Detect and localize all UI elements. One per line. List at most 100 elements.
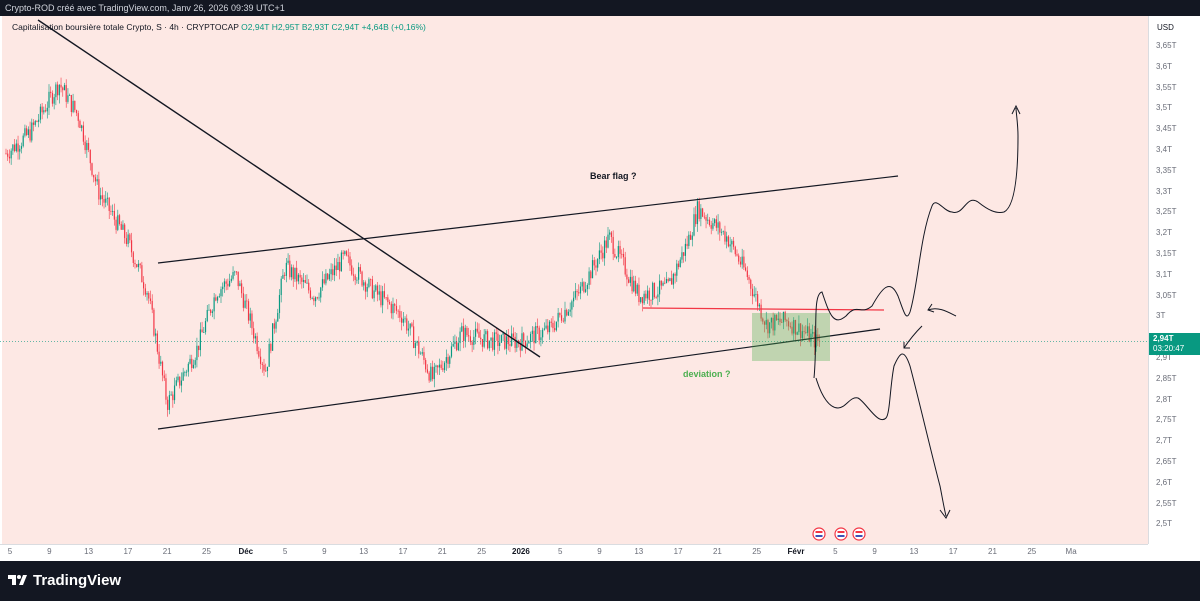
price-label: 3,35T <box>1156 165 1177 175</box>
candle-body <box>256 336 258 352</box>
time-label: 13 <box>909 547 919 556</box>
price-label: 3,05T <box>1156 290 1177 300</box>
deviation-label: deviation ? <box>683 369 731 379</box>
candle-body <box>617 246 619 257</box>
candle-body <box>215 297 217 301</box>
candle-body <box>192 364 195 369</box>
candle-body <box>359 267 361 272</box>
candle-body <box>765 320 767 325</box>
candle-body <box>89 149 91 164</box>
candle-body <box>763 321 766 325</box>
candle-body <box>633 280 635 292</box>
price-label: 2,7T <box>1156 436 1173 446</box>
candle-body <box>407 328 410 331</box>
candle-body <box>93 174 95 178</box>
candle-body <box>622 253 625 258</box>
candle-body <box>805 332 807 333</box>
candle-body <box>612 236 614 254</box>
candle-body <box>352 274 355 276</box>
price-label: 2,55T <box>1156 498 1177 508</box>
price-label: 3,3T <box>1156 186 1173 196</box>
candle-body <box>769 322 771 334</box>
candle-body <box>418 341 420 354</box>
candle-body <box>485 331 487 335</box>
legend-symbol: Capitalisation boursière totale Crypto, … <box>12 22 239 32</box>
candle-body <box>191 358 193 369</box>
time-label: 5 <box>557 547 563 556</box>
candle-body <box>251 313 253 329</box>
candle-body <box>395 305 398 311</box>
candle-body <box>727 236 729 247</box>
candle-body <box>702 208 704 217</box>
candle-body <box>10 150 12 159</box>
candle-body <box>634 280 637 294</box>
candle-body <box>371 279 373 299</box>
candle-body <box>273 323 275 329</box>
candle-body <box>540 337 542 341</box>
chart-plot-area[interactable] <box>2 16 1148 544</box>
candle-body <box>782 311 785 323</box>
candle-body <box>679 259 681 268</box>
time-label: Févr <box>787 547 805 556</box>
candle-body <box>693 214 695 236</box>
candle-body <box>115 219 117 230</box>
candle-body <box>688 234 690 247</box>
time-label: 13 <box>634 547 644 556</box>
candle-body <box>748 277 750 280</box>
candle-body <box>487 331 489 349</box>
legend-close: C2,94T <box>331 22 360 32</box>
candle-body <box>786 320 788 322</box>
candle-body <box>137 263 140 268</box>
candle-body <box>717 222 719 228</box>
candle-body <box>631 276 633 292</box>
candle-body <box>34 121 36 125</box>
candle-body <box>280 278 282 296</box>
candle-body <box>77 113 79 121</box>
candle-body <box>732 240 735 247</box>
candle-body <box>315 297 317 302</box>
candle-body <box>751 288 754 297</box>
price-label: 3T <box>1156 311 1166 321</box>
candle-body <box>715 219 717 228</box>
candle-body <box>144 288 146 295</box>
price-label: 2,6T <box>1156 477 1173 487</box>
annotation-arrow-1-head <box>927 303 935 313</box>
candle-body <box>473 336 475 345</box>
candle-body <box>43 110 45 113</box>
candle-body <box>272 323 274 351</box>
candle-body <box>533 330 535 344</box>
brand-name: TradingView <box>33 572 122 589</box>
candle-body <box>629 276 631 283</box>
legend-low: B2,93T <box>301 22 330 32</box>
arrow-head-up <box>1011 104 1021 115</box>
candle-body <box>659 280 661 295</box>
bullish-scenario-path <box>813 107 1019 379</box>
descending-trendline <box>37 19 541 358</box>
price-scale[interactable] <box>1148 16 1200 544</box>
candle-body <box>731 240 733 245</box>
candle-body <box>741 256 743 265</box>
candle-body <box>645 293 647 299</box>
candle-body <box>502 333 504 335</box>
candle-body <box>156 333 158 352</box>
candle-body <box>573 297 575 302</box>
time-label: 9 <box>597 547 602 556</box>
candle-body <box>488 340 490 349</box>
candle-body <box>261 363 263 365</box>
candles <box>5 77 821 417</box>
candle-body <box>158 351 160 364</box>
candle-body <box>101 195 103 199</box>
candle-body <box>105 198 107 203</box>
candle-body <box>65 85 67 102</box>
candle-body <box>69 95 71 96</box>
candle-body <box>91 163 93 175</box>
candle-body <box>124 224 126 239</box>
us-flag-icon <box>834 527 848 541</box>
candle-body <box>333 265 336 276</box>
candle-body <box>493 332 496 350</box>
support-line <box>642 307 885 311</box>
time-axis[interactable] <box>0 544 1148 562</box>
candle-body <box>579 286 582 294</box>
time-label: 17 <box>398 547 408 556</box>
candle-body <box>483 334 485 347</box>
